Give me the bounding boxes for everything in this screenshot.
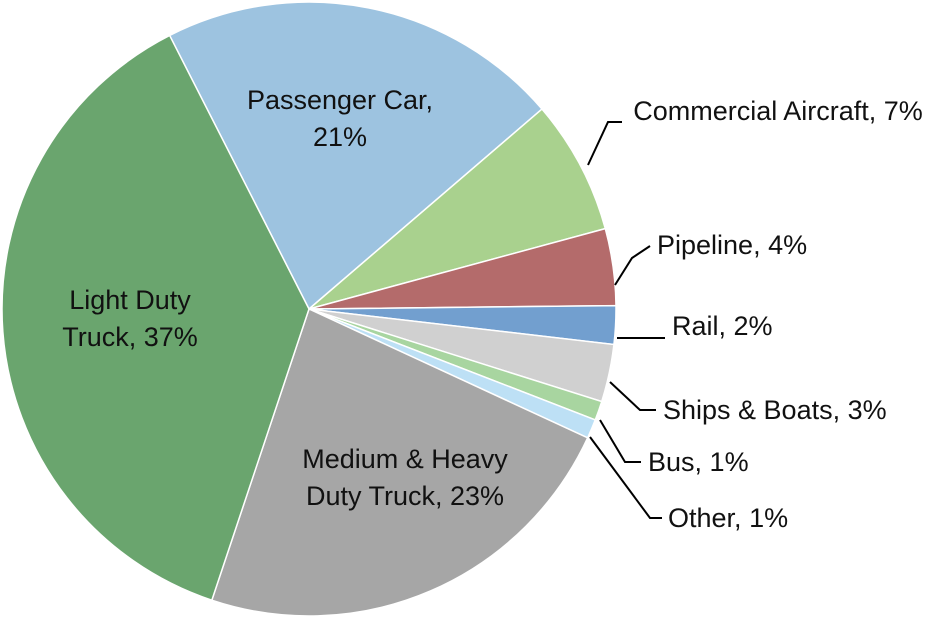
category-label: Commercial Aircraft,: [633, 96, 877, 126]
category-label: Other,: [668, 503, 742, 533]
value-label: 4%: [768, 230, 808, 260]
slices: [1, 1, 617, 617]
value-label: 1%: [709, 447, 749, 477]
value-label: 1%: [749, 503, 789, 533]
category-label: Pipeline,: [657, 230, 761, 260]
value-label: 2%: [733, 311, 773, 341]
data-label: Rail, 2%: [672, 308, 773, 345]
data-label: Light Duty Truck, 37%: [35, 282, 225, 356]
data-label: Bus, 1%: [648, 444, 749, 481]
pie-slice: [168, 1, 544, 311]
data-label: Commercial Aircraft, 7%: [623, 93, 933, 130]
pie-slice: [210, 307, 589, 617]
category-label: Light Duty Truck,: [62, 285, 191, 352]
value-label: 7%: [883, 96, 923, 126]
data-label: Pipeline, 4%: [657, 227, 807, 264]
value-label: 3%: [847, 395, 887, 425]
data-label: Other, 1%: [668, 500, 788, 537]
value-label: 37%: [143, 322, 198, 352]
category-label: Medium & Heavy Duty Truck,: [302, 444, 508, 511]
leader-line: [599, 419, 641, 463]
category-label: Bus,: [648, 447, 703, 477]
value-label: 21%: [312, 122, 368, 152]
category-label: Ships & Boats,: [663, 395, 841, 425]
category-label: Passenger Car,: [246, 85, 434, 115]
pie-slice: [308, 108, 607, 310]
value-label: 23%: [450, 481, 505, 511]
leader-line: [609, 381, 656, 411]
leader-line: [614, 245, 651, 286]
data-label: Passenger Car, 21%: [240, 82, 440, 156]
data-label: Medium & Heavy Duty Truck, 23%: [280, 441, 530, 515]
leader-line: [589, 436, 662, 519]
pie-slice: [1, 34, 310, 602]
category-label: Rail,: [672, 311, 727, 341]
data-label: Ships & Boats, 3%: [663, 392, 887, 429]
leader-line: [587, 121, 622, 166]
